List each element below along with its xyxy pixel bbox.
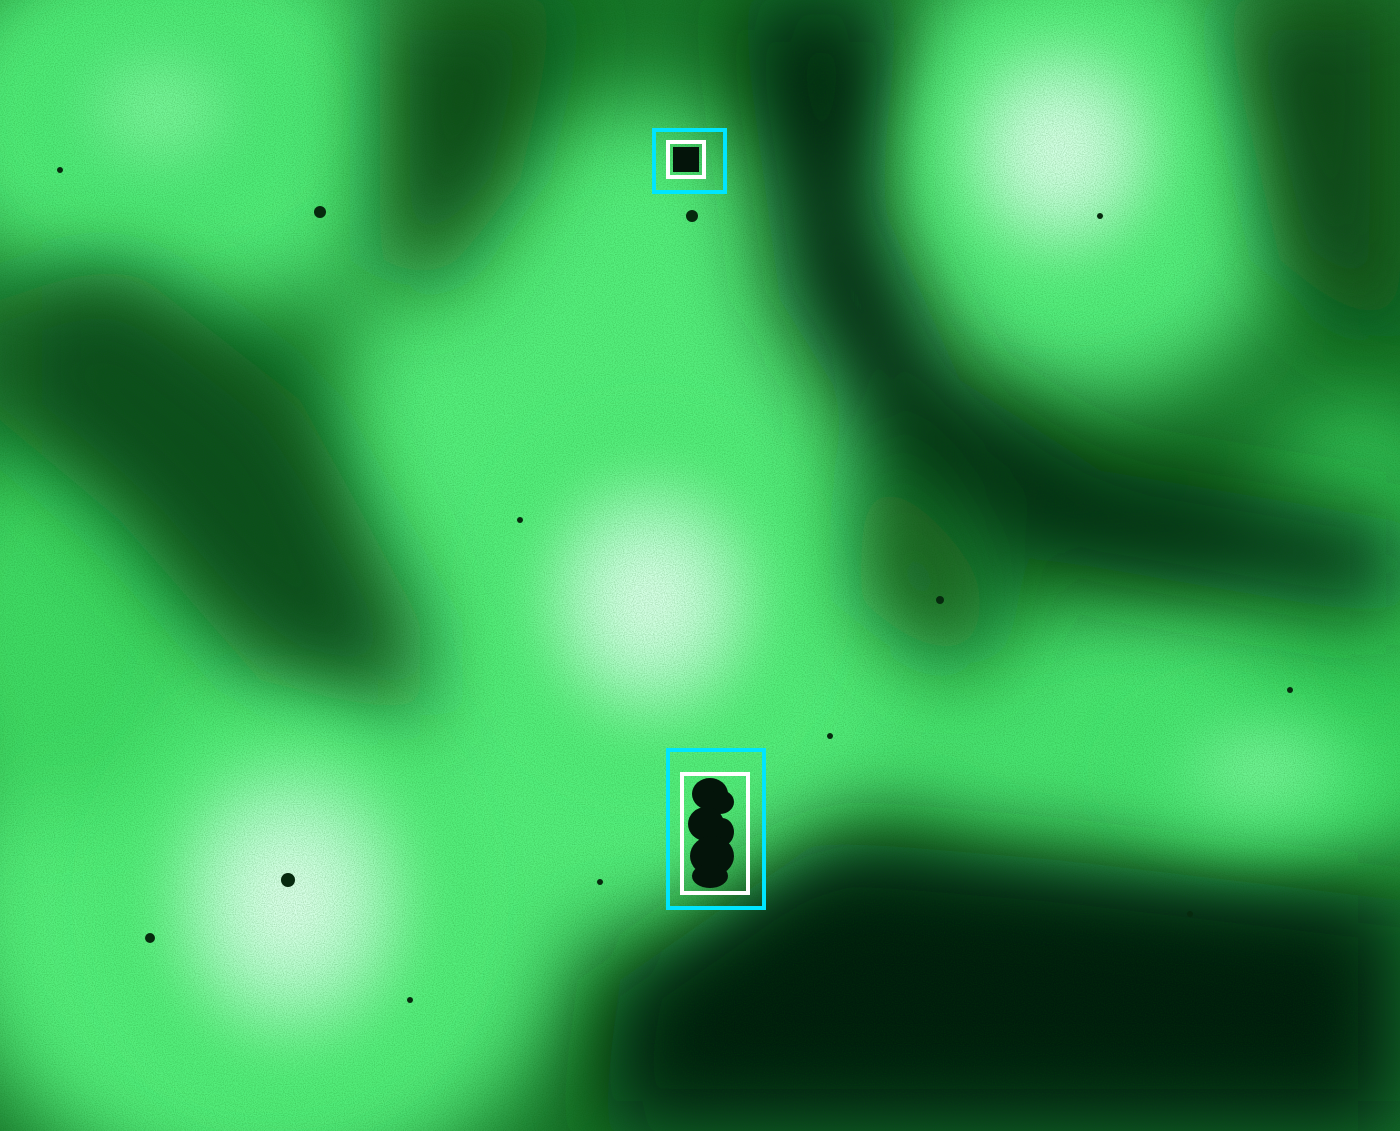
detected-object-small [673,147,699,172]
detection-box-outer-1[interactable] [652,128,727,194]
detection-box-inner-2[interactable] [680,772,750,895]
debris-specks [57,167,1293,1003]
detected-object-cluster [688,778,734,888]
detection-box-inner-1[interactable] [666,140,706,179]
detection-box-outer-2[interactable] [666,748,766,910]
